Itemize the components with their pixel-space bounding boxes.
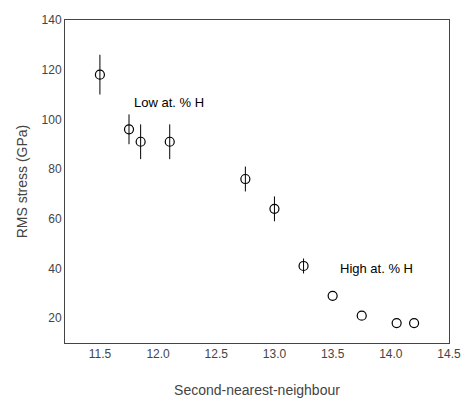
- svg-text:20: 20: [48, 311, 62, 325]
- svg-text:13.5: 13.5: [321, 347, 345, 361]
- svg-text:60: 60: [48, 212, 62, 226]
- svg-text:80: 80: [48, 162, 62, 176]
- svg-text:13.0: 13.0: [263, 347, 287, 361]
- svg-text:140: 140: [42, 13, 62, 27]
- svg-text:12.0: 12.0: [146, 347, 170, 361]
- svg-text:High at. % H: High at. % H: [340, 261, 413, 276]
- svg-text:14.5: 14.5: [437, 347, 461, 361]
- svg-text:Second-nearest-neighbour: Second-nearest-neighbour: [174, 382, 340, 398]
- svg-text:12.5: 12.5: [205, 347, 229, 361]
- svg-text:Low at. % H: Low at. % H: [134, 95, 204, 110]
- svg-text:11.5: 11.5: [89, 347, 112, 361]
- svg-text:120: 120: [42, 63, 62, 77]
- svg-text:100: 100: [42, 113, 62, 127]
- svg-text:RMS stress (GPa): RMS stress (GPa): [14, 125, 30, 239]
- svg-text:14.0: 14.0: [379, 347, 403, 361]
- svg-text:40: 40: [48, 262, 62, 276]
